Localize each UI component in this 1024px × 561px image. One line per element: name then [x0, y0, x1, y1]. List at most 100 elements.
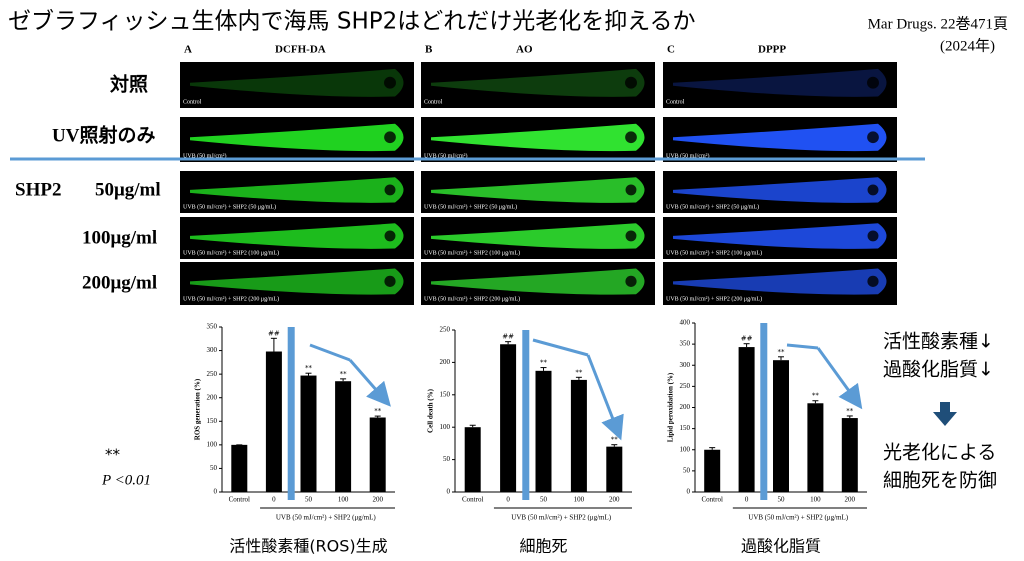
y-tick-label: 50 [683, 466, 691, 474]
panel-stain: DCFH-DA [275, 44, 326, 56]
row-label: 200μg/ml [82, 272, 157, 293]
fish-eye [384, 184, 396, 196]
panel-letter: A [184, 44, 192, 56]
chart-title: 過酸化脂質 [741, 537, 821, 556]
panel-letter: C [667, 44, 675, 56]
significance-marker: ## [741, 335, 753, 343]
fish [431, 223, 645, 249]
fish-eye [625, 184, 637, 196]
fish-eye [867, 275, 879, 287]
row-label: 50μg/ml [95, 179, 161, 200]
row-label: 100μg/ml [82, 227, 157, 248]
image-caption: UVB (50 mJ/cm²) + SHP2 (200 μg/mL) [424, 295, 520, 302]
x-tick-label: 0 [272, 496, 276, 504]
fish [673, 268, 887, 295]
image-caption: UVB (50 mJ/cm²) + SHP2 (50 μg/mL) [666, 203, 759, 210]
panel-stain: DPPP [758, 44, 786, 56]
image-caption: UVB (50 mJ/cm²) [183, 152, 226, 159]
y-tick-label: 0 [447, 488, 451, 496]
charts: 0 50 100 150 200 250 300 350 ROS generation (%) C… [194, 319, 867, 556]
y-tick-label: 300 [680, 361, 691, 369]
fish-eye [384, 76, 396, 89]
significance-marker: ** [305, 364, 313, 372]
chart-title: 細胞死 [519, 537, 567, 556]
significance-marker: ** [374, 407, 382, 415]
y-tick-label: 150 [207, 417, 218, 425]
y-tick-label: 250 [680, 382, 691, 390]
image-caption: UVB (50 mJ/cm²) [666, 152, 709, 159]
x-tick-label: 50 [778, 496, 786, 504]
image-caption: Control [666, 99, 685, 105]
fish [431, 68, 645, 97]
x-tick-label: 200 [372, 496, 383, 504]
y-tick-label: 400 [680, 319, 691, 327]
row-label: SHP2 [15, 179, 61, 200]
x-tick-label: 200 [845, 496, 856, 504]
fish [673, 177, 887, 203]
row-labels: 対照 UV照射のみ SHP2 50μg/ml 100μg/ml 200μg/ml [15, 72, 161, 293]
y-tick-label: 0 [687, 488, 691, 496]
y-tick-label: 100 [440, 423, 451, 431]
x-tick-label: 100 [810, 496, 821, 504]
down-arrow [933, 402, 957, 426]
bar [535, 370, 552, 492]
x-tick-label: 0 [745, 496, 749, 504]
image-caption: UVB (50 mJ/cm²) + SHP2 (200 μg/mL) [183, 295, 279, 302]
significance-marker: ** [340, 370, 348, 378]
trend-arrow [309, 343, 351, 362]
x-tick-label: Control [462, 496, 483, 504]
fish [673, 123, 887, 152]
image-caption: Control [424, 99, 443, 105]
fish-eye [384, 275, 396, 287]
bar [704, 449, 721, 492]
effect: 活性酸素種↓ [883, 331, 994, 353]
citation: (2024年) [940, 37, 995, 54]
bar [300, 375, 317, 492]
effect: 過酸化脂質↓ [883, 359, 994, 381]
fish [673, 223, 887, 249]
y-tick-label: 50 [210, 464, 218, 472]
bar [464, 427, 481, 492]
x-axis-label: UVB (50 mJ/cm²) + SHP2 (μg/mL) [511, 514, 611, 522]
significance: ** [105, 446, 121, 464]
y-tick-label: 0 [214, 488, 218, 496]
trend-arrow [348, 359, 391, 407]
y-axis-label: Cell death (%) [427, 388, 435, 433]
y-tick-label: 100 [680, 445, 691, 453]
fish-eye [625, 131, 637, 144]
micrograph [421, 62, 655, 108]
fish [190, 268, 404, 295]
fish [673, 68, 887, 97]
trend-arrow [532, 338, 589, 357]
result: 細胞死を防御 [883, 470, 997, 492]
y-tick-label: 250 [207, 370, 218, 378]
micrograph [663, 62, 897, 108]
significance-marker: ** [540, 359, 548, 367]
fish-eye [867, 76, 879, 89]
trend-arrow [816, 347, 863, 410]
bar [606, 446, 623, 492]
significance-marker: ** [575, 368, 583, 376]
trend-arrow [586, 354, 624, 441]
bar [570, 379, 587, 492]
significance-marker: ** [611, 436, 619, 444]
y-axis-label: ROS generation (%) [194, 378, 202, 440]
result: 光老化による [883, 442, 996, 464]
significance-marker: ## [502, 333, 514, 341]
panel-letter: B [425, 44, 433, 56]
fish-eye [625, 275, 637, 287]
row-label: 対照 [109, 72, 148, 95]
row-label: UV照射のみ [52, 123, 155, 146]
trend-arrow [786, 343, 819, 350]
y-tick-label: 250 [440, 326, 451, 334]
fish [431, 177, 645, 203]
fish-eye [384, 131, 396, 144]
y-tick-label: 200 [680, 403, 691, 411]
bar [231, 444, 248, 492]
image-grid: A DCFH-DA Control UVB (50 mJ/cm²) UVB (50 mJ… [180, 44, 897, 305]
y-tick-label: 150 [440, 390, 451, 398]
fish-eye [384, 230, 396, 242]
x-tick-label: 100 [574, 496, 585, 504]
micrograph [180, 62, 414, 108]
